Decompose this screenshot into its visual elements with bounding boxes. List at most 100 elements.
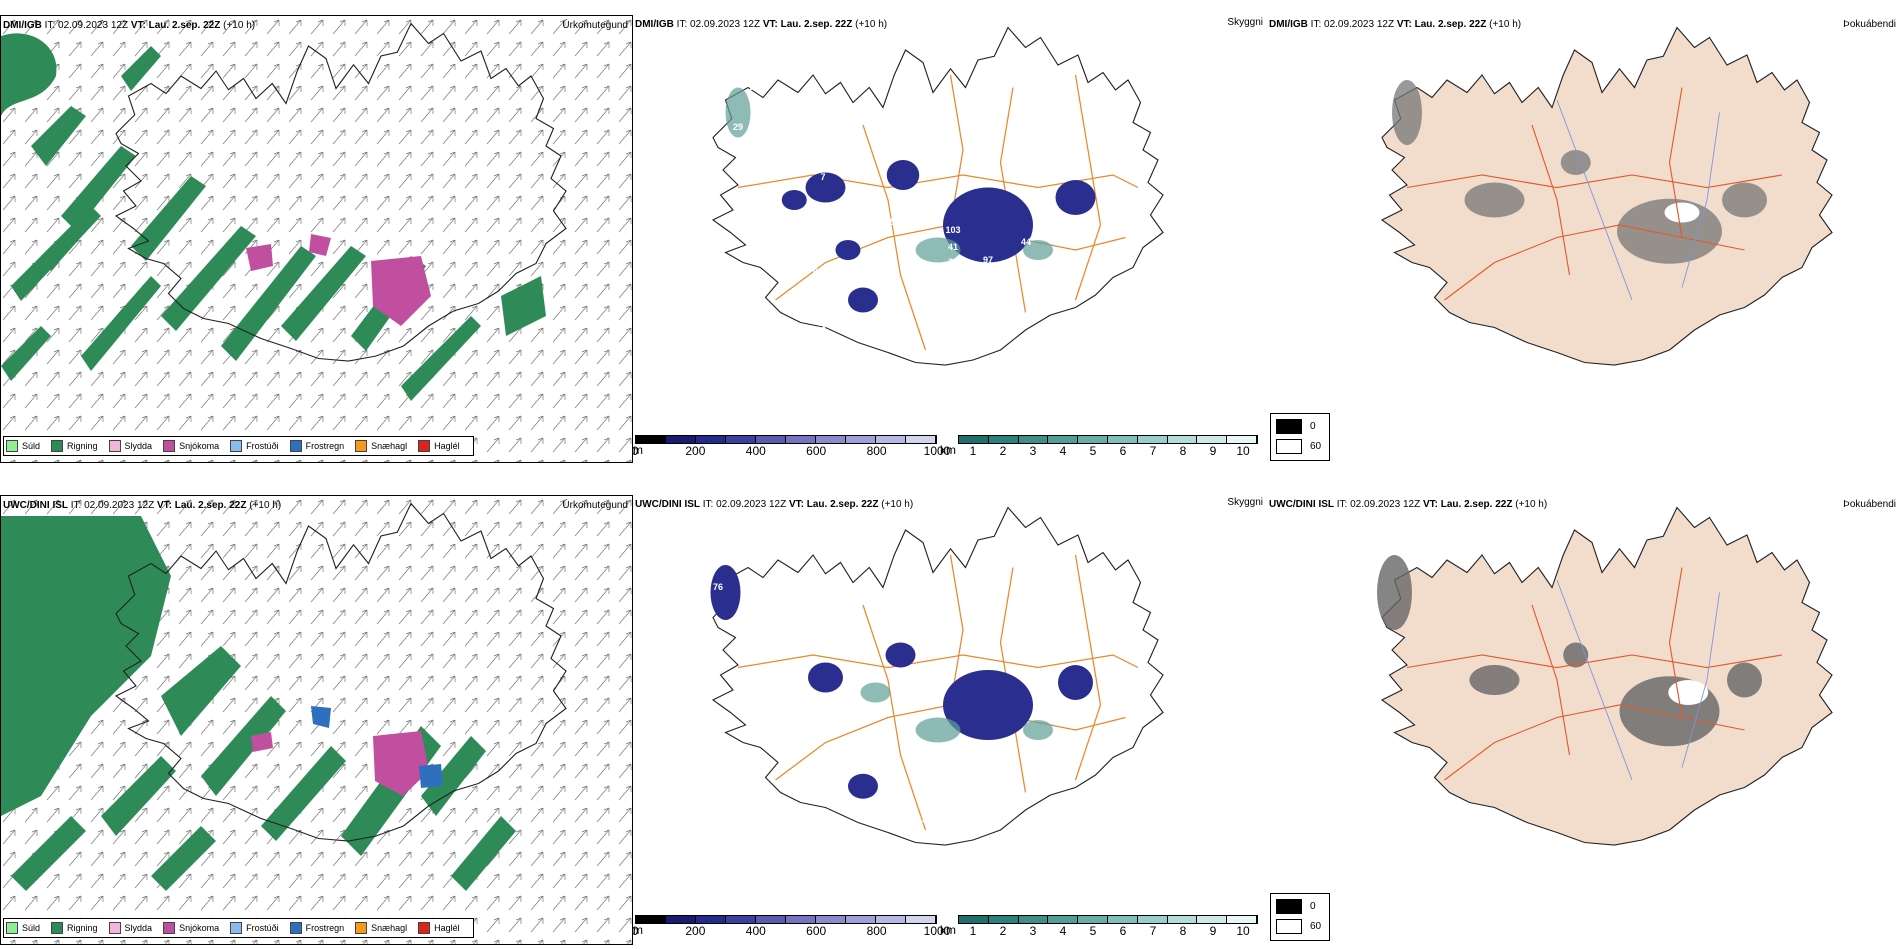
ceiling-label: 29	[733, 122, 743, 132]
valid-time: VT: Lau. 2.sep. 22Z	[1422, 499, 1513, 510]
colorbar-swatch	[1107, 436, 1138, 443]
colorbar-tick: 9	[1209, 924, 1217, 938]
colorbar-tick: 2	[999, 924, 1007, 938]
colorbar-swatch	[959, 436, 989, 443]
colorbar-swatch	[666, 916, 696, 923]
model-name: UWC/DINI ISL	[635, 499, 700, 510]
product-title: Úrkomutegund	[562, 500, 628, 511]
panel-header: DMI/IGB IT: 02.09.2023 12Z VT: Lau. 2.se…	[1269, 19, 1521, 30]
visibility-unit: km	[940, 923, 956, 937]
ceiling-label: 32	[1028, 265, 1038, 275]
model-name: UWC/DINI ISL	[1269, 499, 1334, 510]
ceiling-label: 69	[1188, 227, 1198, 237]
colorbar-swatch	[786, 436, 816, 443]
panel-header: DMI/IGB IT: 02.09.2023 12Z VT: Lau. 2.se…	[3, 20, 255, 31]
ceiling-label: 135	[1037, 275, 1052, 285]
colorbar-tick: 6	[1119, 444, 1127, 458]
init-time: IT: 02.09.2023 12Z	[1310, 19, 1395, 30]
product-title: Skyggni	[1227, 17, 1263, 28]
ceiling-label: 64	[911, 752, 921, 762]
colorbar-tick: 600	[806, 444, 827, 458]
legend-item: Snjókoma	[163, 440, 219, 452]
ceiling-label: 7	[820, 172, 825, 182]
fog-legend: 0 60	[1270, 413, 1330, 461]
legend-item: Frostúði	[230, 440, 279, 452]
model-name: DMI/IGB	[1269, 19, 1308, 30]
fog-legend: 0 60	[1270, 893, 1330, 941]
ceiling-label: 26	[816, 325, 826, 335]
colorbar-swatch	[906, 436, 936, 443]
visibility-unit: km	[940, 443, 956, 457]
legend-item: Haglél	[418, 440, 460, 452]
ceiling-label: 103	[973, 299, 988, 309]
precip-type-legend: Súld Rigning Slydda Snjókoma Frostúði Fr…	[3, 918, 474, 938]
init-time: IT: 02.09.2023 12Z	[1336, 499, 1421, 510]
colorbar-tick: 200	[685, 444, 706, 458]
colorbar-swatch	[846, 436, 876, 443]
ceiling-label: 38	[948, 257, 958, 267]
product-title: Þokuábendi	[1843, 499, 1896, 510]
visibility-panel-2: UWC/DINI ISL IT: 02.09.2023 12Z VT: Lau.…	[633, 495, 1267, 945]
colorbar-swatch	[1167, 436, 1198, 443]
colorbar-swatch	[1137, 436, 1168, 443]
ceiling-label: 53	[890, 217, 900, 227]
ceiling-label: 35	[958, 782, 968, 792]
colorbar-swatch	[1227, 916, 1257, 923]
init-time: IT: 02.09.2023 12Z	[44, 20, 129, 31]
panel-header: UWC/DINI ISL IT: 02.09.2023 12Z VT: Lau.…	[3, 500, 281, 511]
colorbar-tick: 3	[1029, 924, 1037, 938]
fog-map	[1377, 506, 1833, 846]
ceiling-label: 97	[790, 236, 800, 246]
colorbar-tick: 3	[1029, 444, 1037, 458]
legend-item: Frostúði	[230, 922, 279, 934]
colorbar-tick: 400	[745, 444, 766, 458]
visibility-colorbar: 1 2 3 4 5 6 7 8 9 10 km	[940, 915, 1258, 938]
colorbar-tick: 1	[969, 924, 977, 938]
colorbar-swatch	[1227, 436, 1257, 443]
precip-type-panel-2: UWC/DINI ISL IT: 02.09.2023 12Z VT: Lau.…	[0, 495, 633, 945]
legend-item: Slydda	[108, 440, 152, 452]
colorbar-tick: 4	[1059, 444, 1067, 458]
lead-time: (+10 h)	[1489, 19, 1522, 30]
legend-item: Frostregn	[289, 440, 344, 452]
colorbar-swatch	[1048, 436, 1079, 443]
lead-time: (+10 h)	[881, 499, 914, 510]
lead-time: (+10 h)	[855, 19, 888, 30]
precip-map	[1, 16, 632, 462]
colorbar-swatch	[1078, 436, 1108, 443]
colorbar-swatch	[726, 916, 756, 923]
lead-time: (+10 h)	[223, 20, 256, 31]
valid-time: VT: Lau. 2.sep. 22Z	[156, 500, 247, 511]
colorbar-tick: 800	[866, 924, 887, 938]
colorbar-tick: 0	[633, 444, 639, 458]
colorbar-swatch	[1018, 916, 1049, 923]
legend-item: Rigning	[51, 922, 98, 934]
legend-item: 60	[1276, 919, 1329, 934]
colorbar-swatch	[756, 436, 786, 443]
colorbar-swatch	[906, 916, 936, 923]
visibility-colorbar: 1 2 3 4 5 6 7 8 9 10 km	[940, 435, 1258, 458]
ceiling-unit: m	[633, 443, 643, 457]
ceiling-label: 44	[1021, 237, 1031, 247]
colorbar-swatch	[1197, 916, 1228, 923]
ceiling-colorbar: 0 200 400 600 800 1000 m	[633, 915, 950, 938]
init-time: IT: 02.09.2023 12Z	[70, 500, 155, 511]
colorbar-tick: 8	[1179, 924, 1187, 938]
ceiling-label: 14	[748, 82, 758, 92]
colorbar-tick: 800	[866, 444, 887, 458]
ceiling-label: 104	[975, 269, 990, 279]
ceiling-label: 38	[990, 765, 1000, 775]
colorbar-tick: 8	[1179, 444, 1187, 458]
precip-map	[1, 496, 632, 944]
ceiling-label: 47	[973, 317, 983, 327]
ceiling-colorbar: 0 200 400 600 800 1000 m	[633, 435, 950, 458]
precip-type-panel-1: DMI/IGB IT: 02.09.2023 12Z VT: Lau. 2.se…	[0, 15, 633, 463]
colorbar-tick: 10	[1236, 444, 1250, 458]
colorbar-tick: 1000	[923, 444, 951, 458]
colorbar-tick: 200	[685, 924, 706, 938]
ceiling-label: 28	[781, 847, 791, 857]
legend-item: Súld	[6, 922, 40, 934]
valid-time: VT: Lau. 2.sep. 22Z	[130, 20, 221, 31]
ceiling-label: 101	[828, 342, 843, 352]
colorbar-swatch	[726, 436, 756, 443]
